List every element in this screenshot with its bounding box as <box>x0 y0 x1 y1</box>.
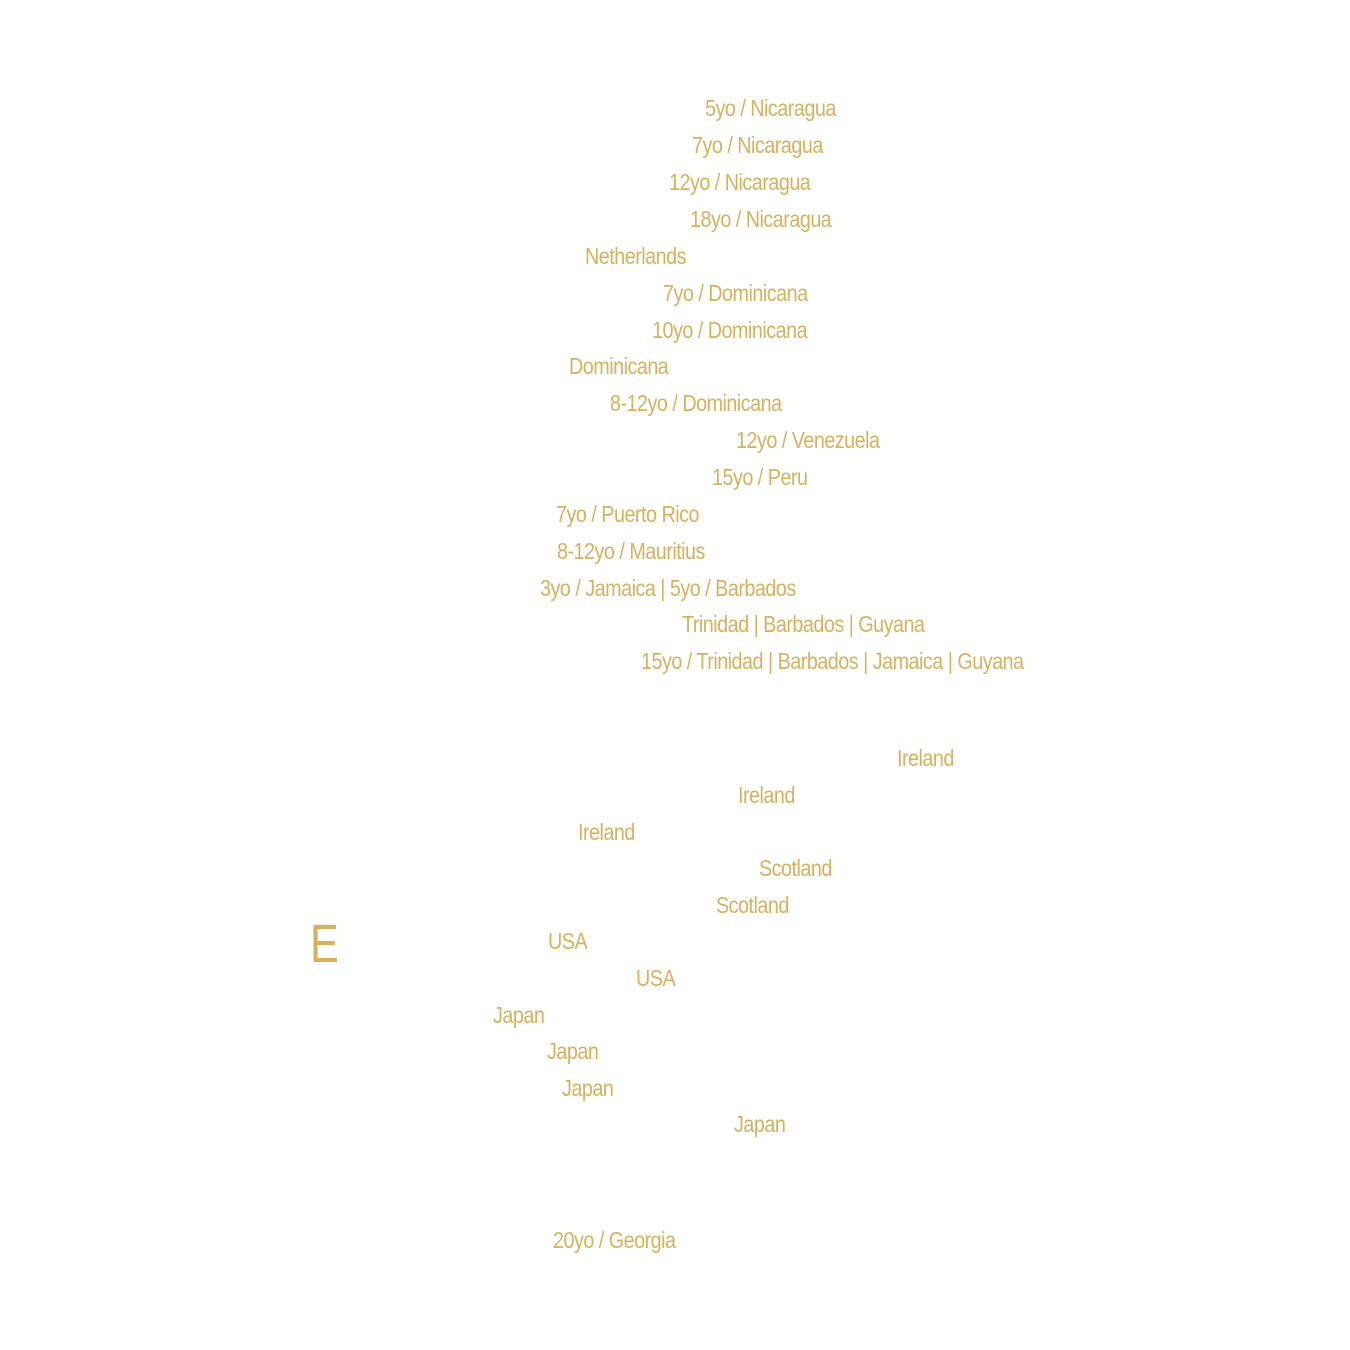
rum-origin-3: 12yo / Nicaragua <box>669 169 811 195</box>
rum-origin-5: Netherlands <box>585 243 687 269</box>
whisky-origin-6: USA <box>548 928 588 954</box>
rum-origin-15: Trinidad | Barbados | Guyana <box>682 611 925 637</box>
whisky-category-letter: E <box>310 914 339 974</box>
whisky-origin-8: Japan <box>493 1002 545 1028</box>
whisky-origin-1: Ireland <box>897 745 954 771</box>
rum-origin-7: 10yo / Dominicana <box>652 317 808 343</box>
whisky-origin-2: Ireland <box>738 782 795 808</box>
rum-origin-1: 5yo / Nicaragua <box>705 95 836 121</box>
rum-origin-2: 7yo / Nicaragua <box>692 132 823 158</box>
rum-origin-12: 7yo / Puerto Rico <box>556 501 699 527</box>
rum-origin-8: Dominicana <box>569 353 669 379</box>
whisky-origin-5: Scotland <box>716 892 789 918</box>
whisky-origin-10: Japan <box>562 1075 614 1101</box>
whisky-origin-9: Japan <box>547 1038 599 1064</box>
whisky-origin-11: Japan <box>734 1111 786 1137</box>
brandy-origin-1: 20yo / Georgia <box>553 1227 676 1253</box>
whisky-origin-4: Scotland <box>759 855 832 881</box>
rum-origin-9: 8-12yo / Dominicana <box>610 390 782 416</box>
rum-origin-14: 3yo / Jamaica | 5yo / Barbados <box>540 575 796 601</box>
rum-origin-13: 8-12yo / Mauritius <box>557 538 705 564</box>
whisky-origin-7: USA <box>636 965 676 991</box>
rum-origin-6: 7yo / Dominicana <box>663 280 808 306</box>
rum-origin-11: 15yo / Peru <box>712 464 808 490</box>
rum-origin-4: 18yo / Nicaragua <box>690 206 832 232</box>
rum-origin-10: 12yo / Venezuela <box>736 427 880 453</box>
whisky-origin-3: Ireland <box>578 819 635 845</box>
rum-origin-16: 15yo / Trinidad | Barbados | Jamaica | G… <box>641 648 1024 674</box>
